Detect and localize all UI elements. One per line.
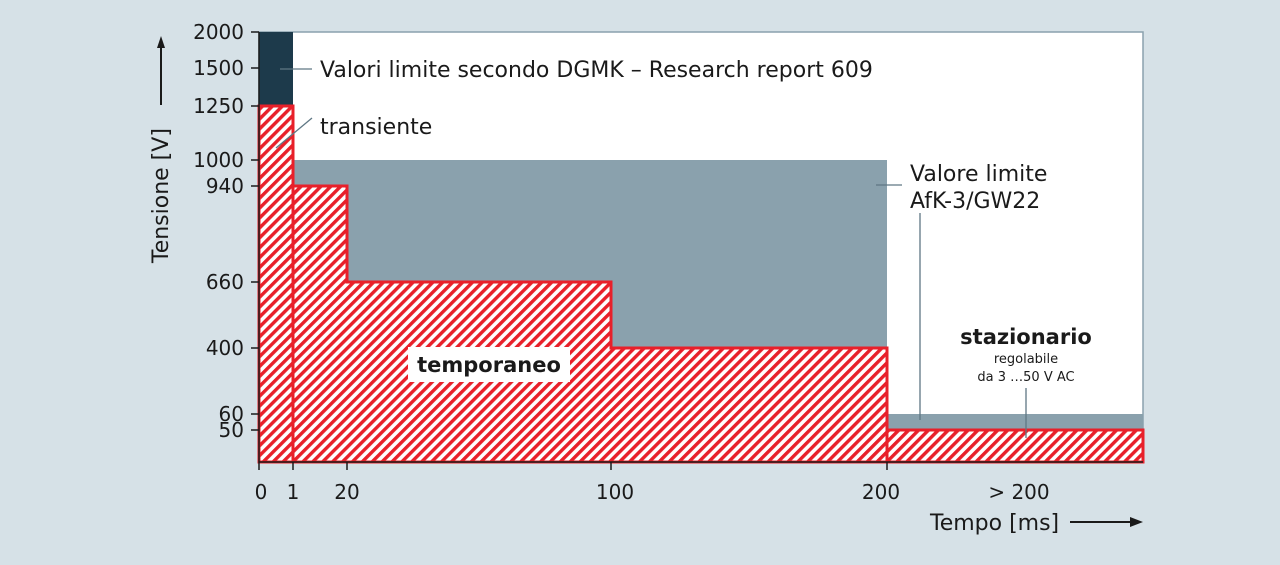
annotation-dgmk: Valori limite secondo DGMK – Research re… <box>320 58 873 83</box>
y-tick-label-0: 2000 <box>193 20 244 44</box>
x-tick-layer: 0 1 20 100 200 > 200 <box>255 462 1050 504</box>
temporary-label-box <box>408 347 570 382</box>
area-temporaneo-0 <box>293 186 347 462</box>
x-tick-label-0: 0 <box>255 480 268 504</box>
y-axis-title: Tensione [V] <box>149 128 174 264</box>
x-tick-label-1: 1 <box>287 480 300 504</box>
annotation-afk-line2: AfK-3/GW22 <box>910 189 1040 214</box>
y-tick-label-6: 400 <box>206 336 244 360</box>
area-stazionario-0 <box>887 430 1143 462</box>
y-tick-label-7: 60 <box>219 402 244 426</box>
area-temporaneo-2 <box>611 348 887 462</box>
annotation-transient: transiente <box>320 115 432 140</box>
axis-layer <box>258 32 1143 463</box>
x-axis-arrow-icon <box>1130 517 1143 527</box>
area-transiente-0 <box>259 106 293 462</box>
leader-line-layer <box>275 68 1027 438</box>
y-axis-arrow-icon <box>157 36 165 48</box>
x-tick-label-5: > 200 <box>988 480 1049 504</box>
y-tick-label-5: 660 <box>206 270 244 294</box>
y-tick-label-4: 940 <box>206 174 244 198</box>
leader-transient <box>275 117 313 149</box>
annotation-afk-line1: Valore limite <box>910 162 1047 187</box>
annotation-stationary-sub1: regolabile <box>994 352 1058 367</box>
annotation-temporary: temporaneo <box>417 353 561 377</box>
x-axis-title: Tempo [ms] <box>929 511 1059 536</box>
y-tick-label-2: 1250 <box>193 94 244 118</box>
annotation-stationary-sub2: da 3 …50 V AC <box>977 370 1074 385</box>
y-tick-label-3: 1000 <box>193 148 244 172</box>
outline-temporaneo <box>291 184 889 464</box>
y-tick-label-8: 50 <box>219 418 244 442</box>
x-tick-label-3: 100 <box>596 480 634 504</box>
annotation-stationary: stazionario <box>960 325 1092 349</box>
y-tick-label-1: 1500 <box>193 56 244 80</box>
x-tick-label-2: 20 <box>334 480 359 504</box>
x-tick-label-4: 200 <box>862 480 900 504</box>
